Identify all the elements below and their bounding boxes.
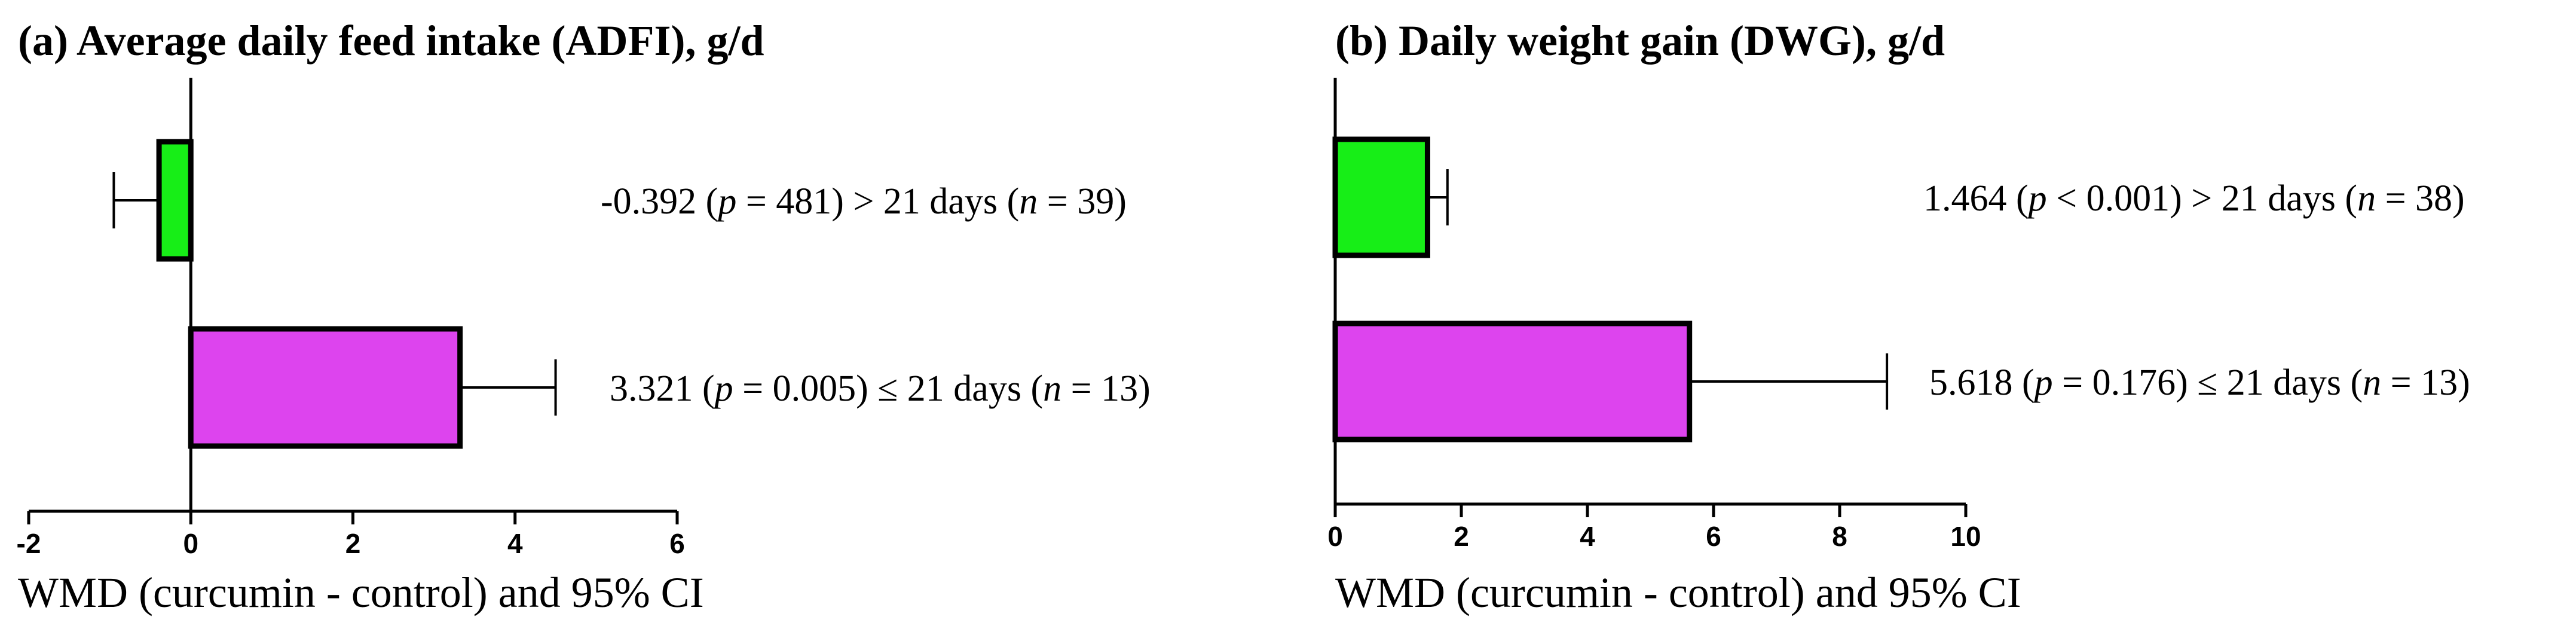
p-value: 481 xyxy=(776,181,831,222)
x-tick-label: 2 xyxy=(1454,521,1469,552)
x-tick-label: 6 xyxy=(669,528,685,559)
x-tick-label: 6 xyxy=(1706,521,1721,552)
n-operator: = xyxy=(1038,181,1077,222)
paren: ) xyxy=(856,368,877,409)
data-label-le21: 5.618 (p = 0.176) ≤ 21 days (n = 13) xyxy=(1929,362,2470,403)
x-tick-label: 10 xyxy=(1950,521,1981,552)
data-label-gt21: 1.464 (p < 0.001) > 21 days (n = 38) xyxy=(1923,178,2465,219)
paren: ( xyxy=(693,368,715,409)
n-symbol: n xyxy=(2357,178,2376,219)
p-symbol: p xyxy=(2026,178,2047,219)
p-operator: = xyxy=(736,181,776,222)
x-tick-label: -2 xyxy=(17,528,41,559)
paren: ) xyxy=(2170,178,2191,219)
chart-title: (a) Average daily feed intake (ADFI), g/… xyxy=(18,17,764,65)
p-operator: < xyxy=(2047,178,2087,219)
panel-b: (b) Daily weight gain (DWG), g/d 0 2 4 6 8 10 W… xyxy=(1327,17,2470,616)
n-operator: = xyxy=(2381,362,2421,403)
sample-size: 13 xyxy=(2421,362,2458,403)
x-tick-label: 2 xyxy=(345,528,361,559)
sample-size: 13 xyxy=(1101,368,1138,409)
p-value: 0.005 xyxy=(773,368,856,409)
subgroup-label: ≤ 21 days xyxy=(2197,362,2341,403)
paren: ) xyxy=(1114,181,1127,222)
p-operator: = xyxy=(2053,362,2092,403)
data-label-gt21: -0.392 (p = 481) > 21 days (n = 39) xyxy=(601,181,1127,222)
paren: ( xyxy=(2007,178,2029,219)
subgroup-label: ≤ 21 days xyxy=(877,368,1021,409)
sample-size: 38 xyxy=(2415,178,2452,219)
p-symbol: p xyxy=(715,181,736,222)
data-label-le21: 3.321 (p = 0.005) ≤ 21 days (n = 13) xyxy=(610,368,1151,409)
n-symbol: n xyxy=(1019,181,1038,222)
paren: ) xyxy=(2176,362,2197,403)
bar-value: -0.392 xyxy=(601,181,696,222)
p-symbol: p xyxy=(2032,362,2053,403)
sample-size: 39 xyxy=(1077,181,1114,222)
bar-value: 3.321 xyxy=(610,368,693,409)
paren: ( xyxy=(1021,368,1043,409)
x-tick-label: 4 xyxy=(1580,521,1595,552)
x-axis-label: WMD (curcumin - control) and 95% CI xyxy=(1335,569,2021,616)
paren: ( xyxy=(2336,178,2357,219)
n-symbol: n xyxy=(2363,362,2381,403)
n-operator: = xyxy=(2376,178,2415,219)
bar-le21 xyxy=(1332,321,1693,442)
n-symbol: n xyxy=(1043,368,1061,409)
paren: ( xyxy=(696,181,718,222)
p-value: 0.001 xyxy=(2087,178,2170,219)
paren: ( xyxy=(2341,362,2363,403)
p-operator: = xyxy=(733,368,773,409)
x-tick-label: 0 xyxy=(1327,521,1343,552)
paren: ) xyxy=(831,181,853,222)
bar-value: 5.618 xyxy=(1929,362,2013,403)
paren: ) xyxy=(2458,362,2470,403)
paren: ) xyxy=(2452,178,2465,219)
p-symbol: p xyxy=(712,368,733,409)
bar-gt21 xyxy=(156,139,194,262)
paren: ( xyxy=(998,181,1019,222)
panel-a: (a) Average daily feed intake (ADFI), g/… xyxy=(17,17,1151,616)
chart-title: (b) Daily weight gain (DWG), g/d xyxy=(1335,17,1945,65)
x-tick-label: 4 xyxy=(507,528,523,559)
p-value: 0.176 xyxy=(2092,362,2176,403)
subgroup-label: > 21 days xyxy=(2191,178,2336,219)
x-tick-label: 0 xyxy=(183,528,198,559)
x-tick-label: 8 xyxy=(1832,521,1847,552)
n-operator: = xyxy=(1061,368,1101,409)
bar-le21 xyxy=(188,326,463,449)
x-axis-label: WMD (curcumin - control) and 95% CI xyxy=(18,569,704,616)
bar-value: 1.464 xyxy=(1923,178,2007,219)
subgroup-label: > 21 days xyxy=(853,181,998,222)
paren: ) xyxy=(1138,368,1151,409)
paren: ( xyxy=(2013,362,2035,403)
bar-gt21 xyxy=(1332,136,1430,258)
